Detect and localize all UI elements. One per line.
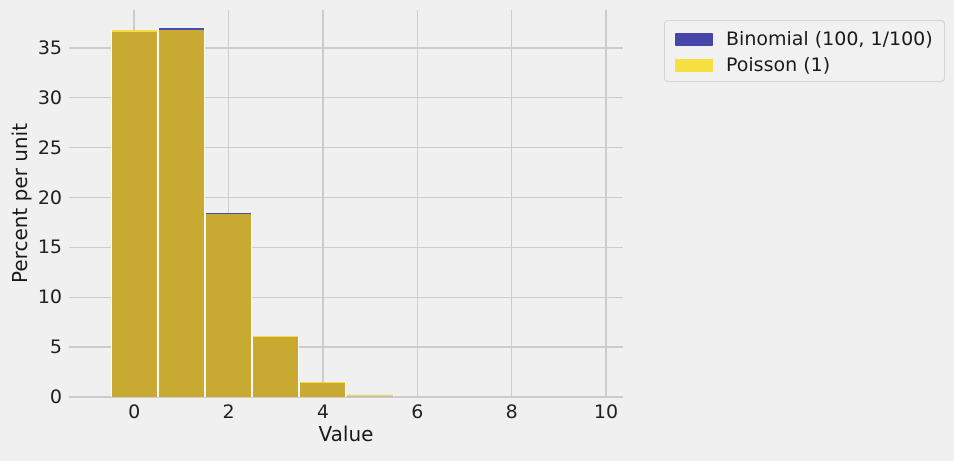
histogram-bar-5: [346, 393, 394, 397]
x-tick-label-0: 0: [128, 401, 141, 423]
poisson-color-swatch: [675, 58, 713, 72]
grid-line-vertical: [605, 10, 607, 397]
x-tick-label-2: 2: [222, 401, 235, 423]
grid-line-vertical: [227, 10, 230, 397]
y-tick-label-30: 30: [37, 86, 62, 109]
grid-line-horizontal: [69, 396, 623, 398]
histogram-bar-3: [252, 335, 300, 397]
bar-overlap-region: [158, 30, 204, 397]
y-tick-label-20: 20: [37, 186, 62, 209]
y-axis-label: Percent per unit: [8, 123, 32, 283]
histogram-bar-0: [110, 30, 158, 397]
binomial-color-swatch: [675, 32, 713, 46]
y-tick-label-0: 0: [49, 386, 62, 408]
legend: Binomial (100, 1/100) Poisson (1): [664, 20, 945, 82]
y-tick-label-15: 15: [37, 236, 62, 259]
bar-top-strip-binomial: [205, 212, 252, 214]
grid-line-horizontal: [69, 146, 623, 149]
grid-line-vertical: [322, 10, 324, 397]
bar-top-strip-poisson: [253, 335, 299, 337]
x-tick-label-8: 8: [505, 401, 518, 423]
legend-label-poisson: Poisson (1): [726, 54, 831, 76]
histogram-bar-4: [299, 381, 347, 397]
bar-top-strip-poisson: [300, 381, 346, 383]
x-tick-label-6: 6: [411, 401, 424, 423]
bar-overlap-region: [111, 31, 157, 397]
y-tick-label-10: 10: [37, 286, 62, 309]
histogram-bar-1: [157, 28, 205, 397]
y-tick-label-25: 25: [37, 136, 62, 159]
histogram-bar-2: [204, 212, 253, 397]
y-tick-label-5: 5: [49, 336, 62, 359]
grid-line-horizontal: [69, 97, 623, 99]
legend-label-binomial: Binomial (100, 1/100): [726, 28, 933, 50]
grid-line-horizontal: [69, 47, 623, 49]
x-tick-label-4: 4: [316, 401, 329, 423]
bar-overlap-region: [347, 394, 393, 397]
grid-line-horizontal: [69, 296, 623, 298]
grid-line-vertical: [416, 10, 418, 397]
bar-overlap-region: [253, 336, 299, 397]
plot-area: [69, 10, 623, 398]
bar-top-strip-poisson: [347, 393, 393, 395]
bar-overlap-region: [300, 382, 346, 397]
y-tick-label-35: 35: [37, 36, 62, 59]
x-tick-label-10: 10: [593, 401, 619, 423]
grid-line-horizontal: [69, 346, 623, 348]
grid-line-vertical: [510, 10, 513, 397]
legend-item-poisson: Poisson (1): [675, 52, 934, 78]
grid-line-horizontal: [69, 196, 623, 199]
x-axis-label: Value: [318, 422, 374, 446]
bar-top-strip-poisson: [111, 30, 157, 32]
legend-item-binomial: Binomial (100, 1/100): [675, 26, 934, 52]
grid-line-horizontal: [69, 246, 623, 249]
bar-top-strip-binomial: [158, 28, 204, 31]
bar-overlap-region: [205, 213, 252, 397]
